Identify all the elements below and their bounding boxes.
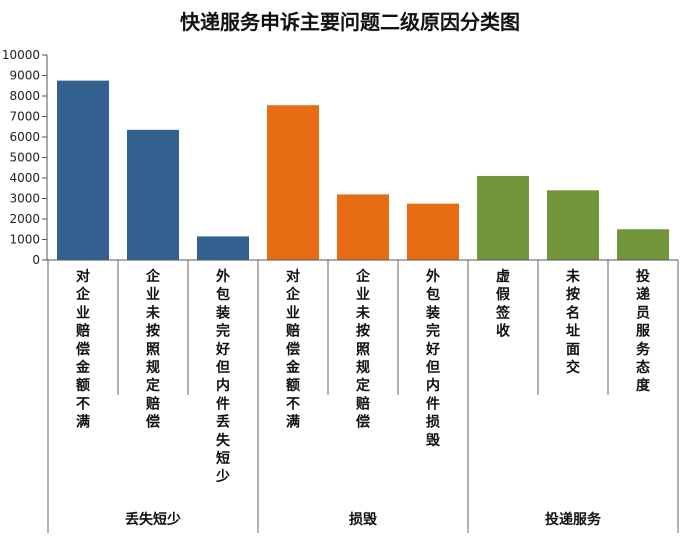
- y-tick-label: 4000: [9, 171, 40, 185]
- bar: [127, 129, 179, 260]
- y-tick-label: 6000: [9, 130, 40, 144]
- x-category-label: 企业未按照规定赔偿: [355, 268, 371, 431]
- bars: [57, 80, 669, 260]
- bar: [617, 229, 669, 260]
- x-category-label: 外包装完好但内件损毁: [425, 268, 441, 449]
- chart-title: 快递服务申诉主要问题二级原因分类图: [180, 10, 520, 34]
- x-category-label: 虚假签收: [495, 268, 511, 340]
- y-tick-label: 8000: [9, 89, 40, 103]
- y-tick-label: 9000: [9, 69, 40, 83]
- x-category-label: 对企业赔偿金额不满: [285, 268, 301, 431]
- y-tick-label: 1000: [9, 233, 40, 247]
- bar: [337, 194, 389, 260]
- y-tick-label: 0: [32, 253, 40, 267]
- x-category-label: 对企业赔偿金额不满: [75, 268, 91, 431]
- bar: [267, 105, 319, 260]
- x-group-label: 损毁: [349, 511, 378, 528]
- y-tick-label: 7000: [9, 110, 40, 124]
- x-category-label: 投递员服务态度: [636, 269, 651, 394]
- x-group-label: 丢失短少: [125, 511, 181, 528]
- y-axis: 0 1000 2000 3000 4000 5000 6000 7000 8000 9000 100…: [2, 48, 48, 267]
- y-tick-label: 10000: [2, 48, 40, 62]
- x-category-label: 企业未按照规定赔偿: [145, 268, 161, 431]
- bar: [547, 190, 599, 260]
- bar: [57, 80, 109, 260]
- bar: [407, 203, 459, 260]
- x-group-label: 投递服务: [545, 511, 602, 528]
- x-category-label: 未按名址面交: [566, 268, 581, 376]
- bar: [197, 236, 249, 260]
- x-category-label: 外包装完好但内件丢失短少: [215, 268, 231, 485]
- y-tick-label: 2000: [9, 212, 40, 226]
- y-tick-label: 3000: [9, 192, 40, 206]
- bar: [477, 175, 529, 260]
- y-tick-label: 5000: [9, 151, 40, 165]
